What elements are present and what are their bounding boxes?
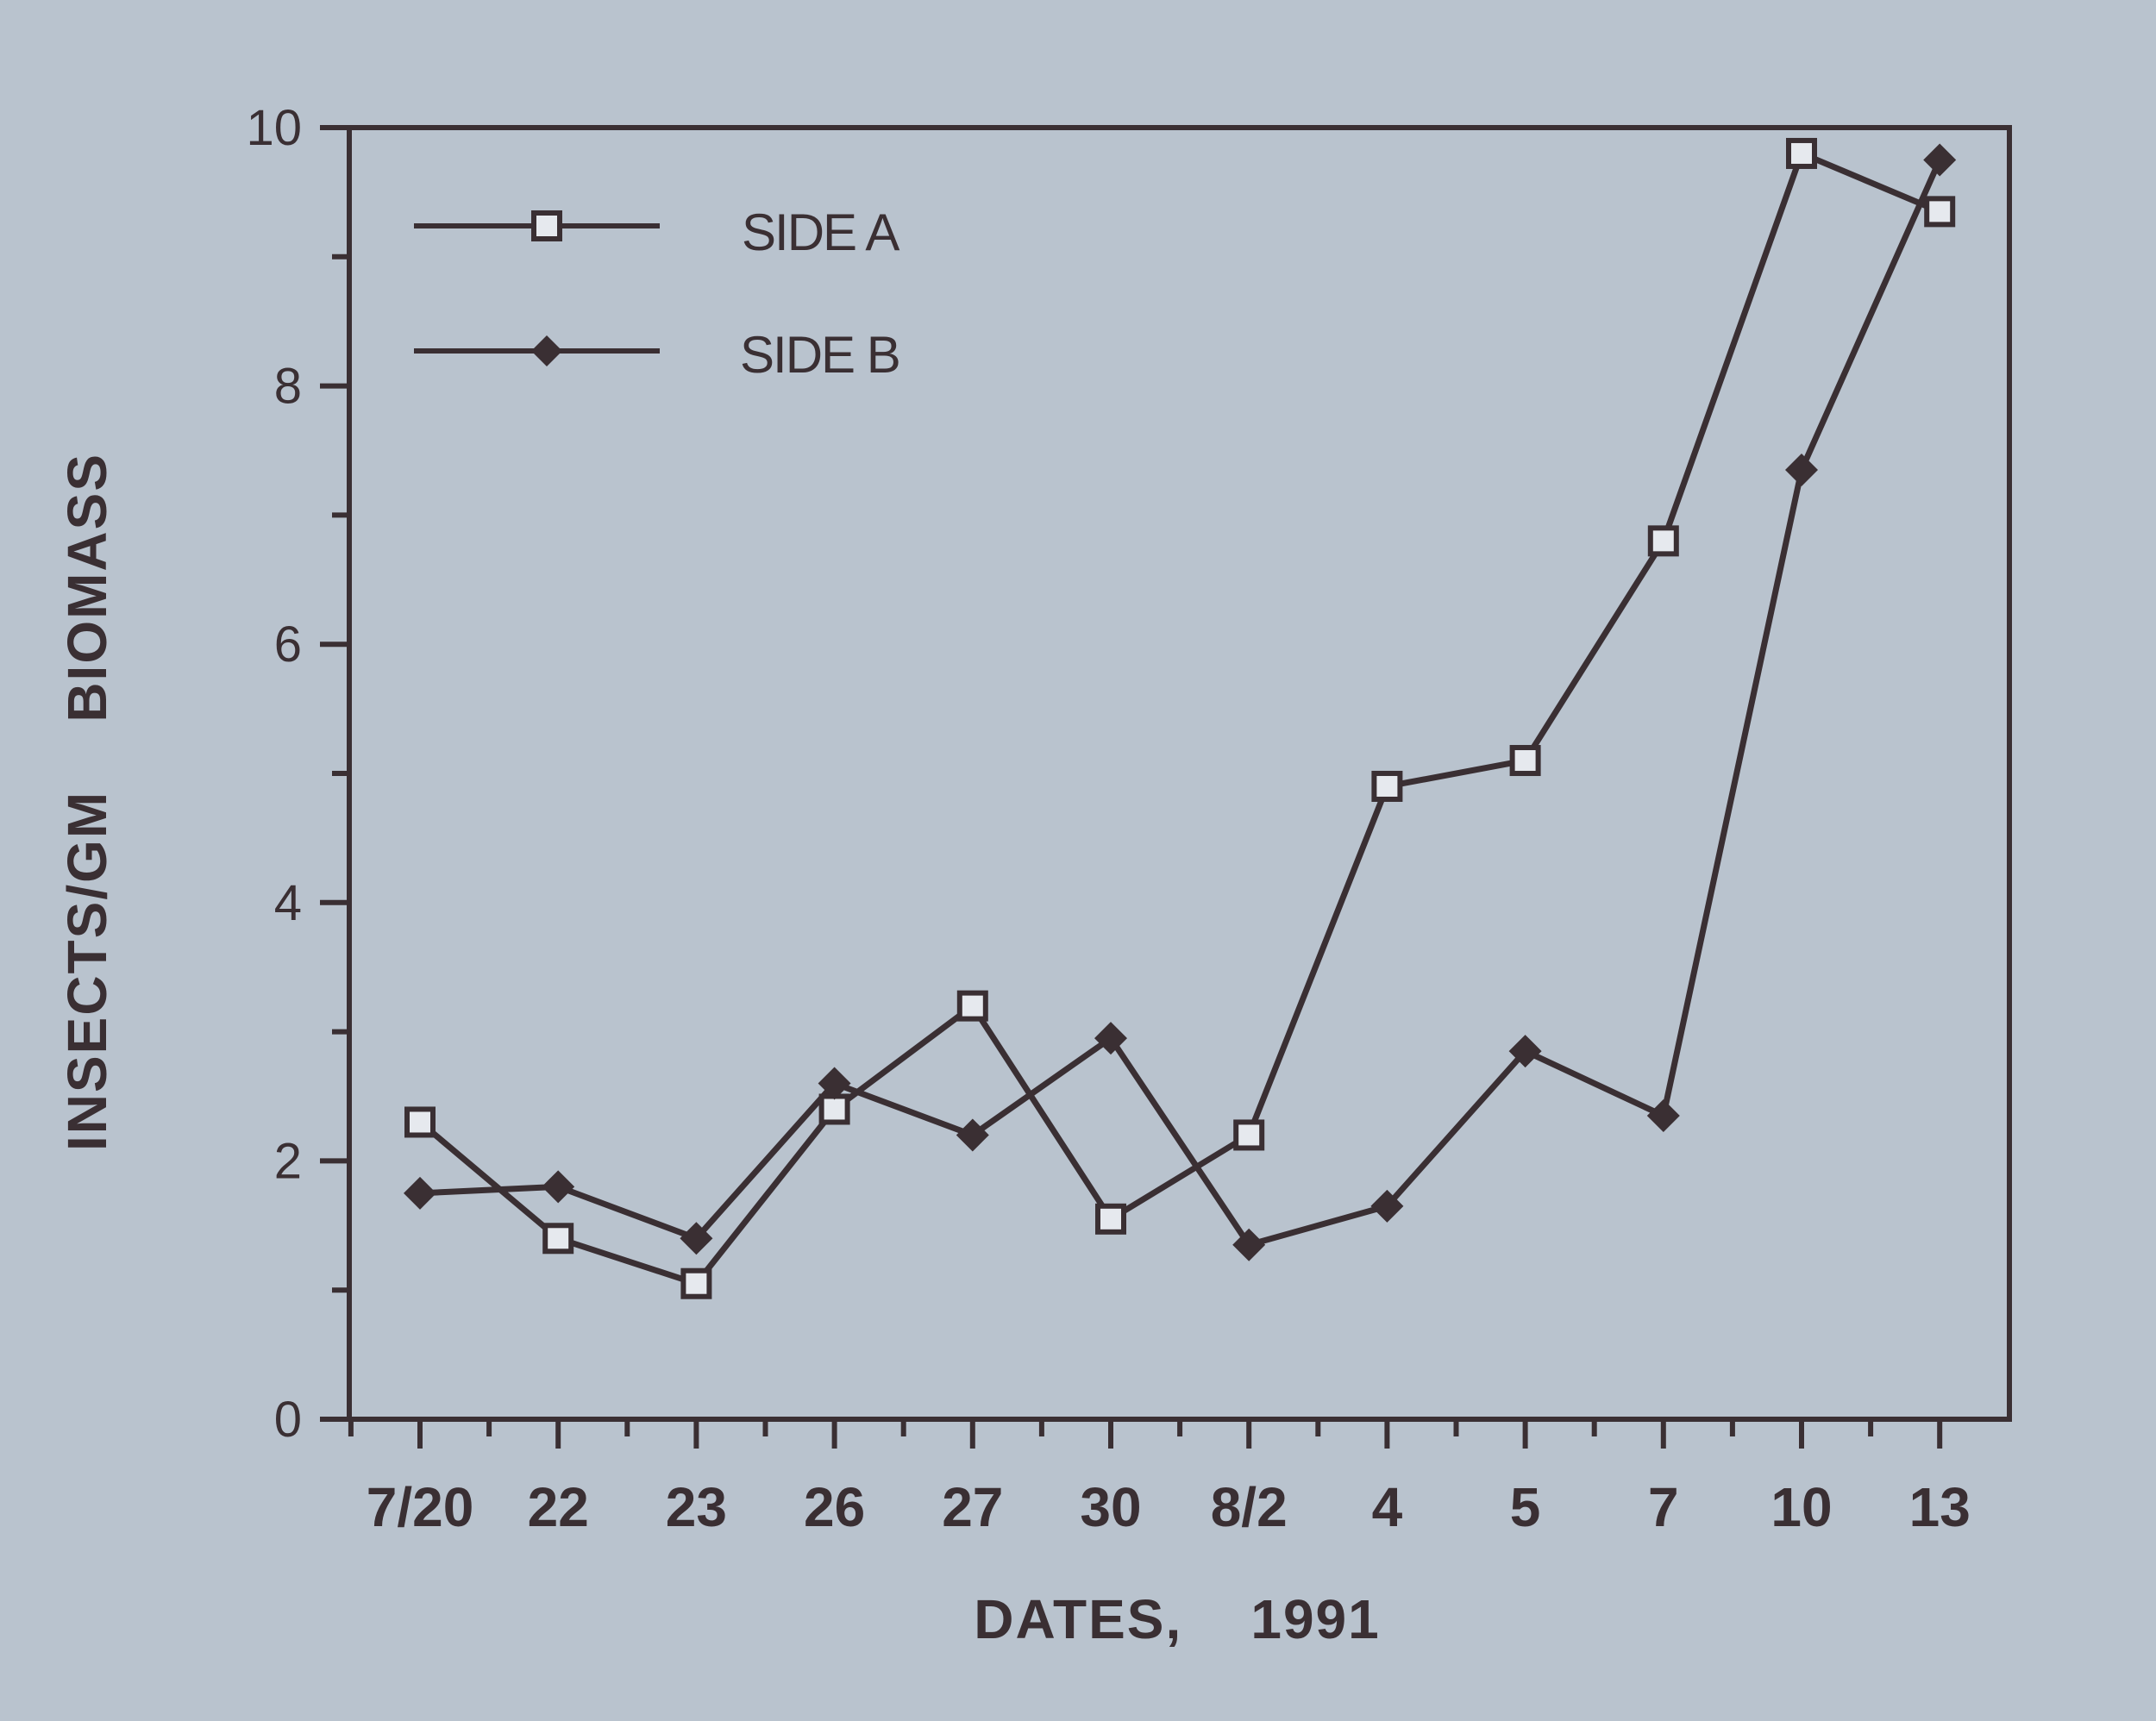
point-side-b xyxy=(956,1118,989,1152)
series-markers xyxy=(404,137,1957,1299)
x-tick-label: 26 xyxy=(804,1476,865,1538)
y-tick-label: 10 xyxy=(246,100,302,156)
point-side-b xyxy=(1923,143,1957,177)
point-side-a xyxy=(1371,770,1403,802)
x-tick-label: 7/20 xyxy=(367,1476,474,1538)
series-lines xyxy=(417,150,1943,1287)
point-side-a xyxy=(818,1093,850,1125)
x-tick-label: 4 xyxy=(1372,1476,1403,1538)
point-side-b xyxy=(818,1067,851,1100)
series-line-side-b xyxy=(419,159,1943,1249)
y-tick-label: 4 xyxy=(274,875,302,931)
y-tick-label: 8 xyxy=(274,359,302,415)
point-side-a xyxy=(1924,196,1956,228)
point-side-a xyxy=(680,1267,712,1299)
point-side-b xyxy=(1094,1022,1127,1055)
plot-frame xyxy=(347,125,2012,1422)
x-tick-label: 13 xyxy=(1909,1476,1971,1538)
series-line-side-a xyxy=(417,150,1941,1287)
x-tick-label: 5 xyxy=(1510,1476,1541,1538)
legend-marker-side-a xyxy=(531,210,562,241)
x-tick-label: 22 xyxy=(528,1476,589,1538)
legend: SIDE A SIDE B xyxy=(414,203,901,384)
y-tick-label: 2 xyxy=(274,1133,302,1189)
x-tick-label: 8/2 xyxy=(1211,1476,1288,1538)
legend-label-side-b: SIDE B xyxy=(740,326,899,384)
x-tick-label: 10 xyxy=(1771,1476,1832,1538)
point-side-b xyxy=(404,1176,436,1210)
point-side-a xyxy=(404,1106,436,1138)
point-side-a xyxy=(1509,745,1541,777)
point-side-a xyxy=(1233,1119,1265,1151)
y-tick-label: 0 xyxy=(274,1392,302,1448)
y-axis-title: INSECTS/GM BIOMASS xyxy=(56,453,118,1151)
point-side-a xyxy=(956,990,988,1022)
y-tick-label: 6 xyxy=(274,616,302,673)
legend-label-side-a: SIDE A xyxy=(742,203,899,261)
point-side-b xyxy=(1646,1098,1680,1132)
point-side-a xyxy=(1095,1203,1126,1235)
x-tick-label: 23 xyxy=(666,1476,727,1538)
x-axis-title: DATES, 1991 xyxy=(974,1588,1380,1650)
legend-entry-side-a: SIDE A xyxy=(414,203,901,261)
legend-entry-side-b: SIDE B xyxy=(414,326,901,384)
axis-ticks xyxy=(320,125,1943,1449)
legend-marker-side-b xyxy=(531,335,562,366)
point-side-b xyxy=(1508,1035,1542,1068)
point-side-b xyxy=(1785,453,1818,486)
point-side-a xyxy=(1786,137,1817,169)
x-tick-label: 7 xyxy=(1648,1476,1679,1538)
point-side-a xyxy=(1647,525,1679,557)
x-tick-label: 30 xyxy=(1080,1476,1141,1538)
point-side-b xyxy=(1232,1228,1266,1261)
point-side-b xyxy=(542,1170,575,1204)
point-side-a xyxy=(542,1223,574,1255)
x-tick-label: 27 xyxy=(942,1476,1003,1538)
tick-labels: 0 2 4 6 8 10 7/20 22 23 26 27 30 8/2 4 5 7 10 13 xyxy=(246,100,1970,1538)
point-side-b xyxy=(680,1222,713,1255)
point-side-b xyxy=(1370,1189,1404,1223)
